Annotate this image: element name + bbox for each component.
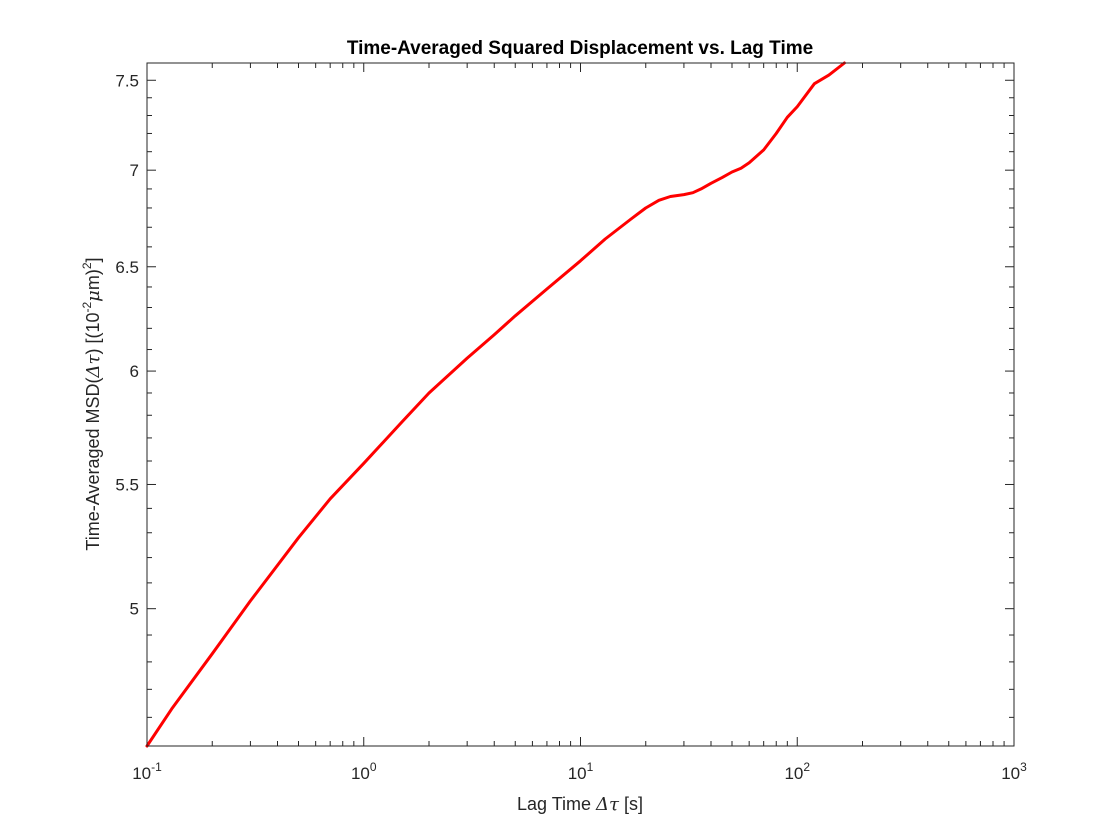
x-tick-label-exponent: 1	[587, 760, 594, 774]
y-axis-title-mu: μ	[83, 290, 104, 302]
plot-area	[147, 63, 1014, 746]
x-tick-label-base: 10	[351, 764, 370, 783]
x-axis-title-symbol: Δτ	[595, 794, 620, 815]
minor-ticks	[147, 62, 1014, 746]
y-tick-label: 7.5	[115, 71, 139, 90]
x-tick-label: 101	[568, 760, 594, 783]
y-tick-label: 5.5	[115, 475, 139, 494]
x-axis-title-main: Lag Time	[517, 794, 596, 814]
x-tick-label-exponent: 0	[370, 760, 377, 774]
y-tick-label: 7	[130, 161, 139, 180]
y-axis-title-symbol: Δτ	[83, 354, 104, 379]
x-axis-title-unit: [s]	[619, 794, 643, 814]
axes-box	[146, 62, 1015, 747]
x-tick-label-exponent: 3	[1020, 760, 1027, 774]
y-axis-title-pre: Time-Averaged MSD(	[83, 378, 103, 551]
y-axis-title-mid: ) [(10	[83, 313, 103, 355]
x-tick-label-exponent: -1	[151, 760, 162, 774]
y-axis-title-end: ]	[83, 257, 103, 262]
series-line	[145, 61, 846, 748]
x-tick-label-base: 10	[568, 764, 587, 783]
y-axis-title-exp2: 2	[80, 262, 94, 269]
y-axis-title-post: m)	[83, 269, 103, 290]
x-tick-label-base: 10	[784, 764, 803, 783]
y-tick-label: 6	[130, 362, 139, 381]
x-tick-label: 103	[1001, 760, 1027, 783]
x-tick-label: 10-1	[132, 760, 162, 783]
y-axis-title: Time-Averaged MSD(Δτ) [(10-2μm)2]	[80, 257, 104, 550]
series-layer	[145, 61, 846, 748]
x-tick-label-exponent: 2	[803, 760, 810, 774]
x-tick-labels: 10-1 100 101 102 103	[132, 760, 1027, 783]
y-tick-label: 5	[130, 600, 139, 619]
y-tick-labels: 5 5.5 6 6.5 7 7.5	[115, 71, 139, 618]
x-tick-label-base: 10	[132, 764, 151, 783]
x-axis-title: Lag Time Δτ [s]	[517, 794, 643, 815]
y-tick-label: 6.5	[115, 258, 139, 277]
y-axis-title-exp1: -2	[80, 302, 94, 313]
chart-title: Time-Averaged Squared Displacement vs. L…	[347, 38, 813, 59]
x-tick-label: 100	[351, 760, 377, 783]
x-tick-label-base: 10	[1001, 764, 1020, 783]
x-tick-label: 102	[784, 760, 810, 783]
